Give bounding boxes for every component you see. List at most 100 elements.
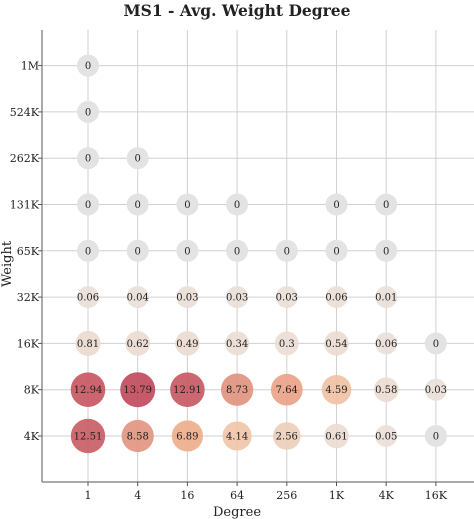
- bubble-value-label: 0.62: [127, 339, 149, 350]
- y-tick-label: 131K: [10, 199, 40, 212]
- bubble: [126, 193, 149, 216]
- bubble-value-label: 0.3: [279, 339, 295, 350]
- x-tick-label: 16K: [425, 489, 448, 502]
- bubble-value-label: 12.51: [74, 432, 103, 443]
- bubble: [375, 425, 398, 447]
- bubble: [121, 419, 154, 453]
- bubble: [375, 239, 398, 262]
- bubble: [373, 377, 399, 403]
- bubble: [275, 239, 298, 262]
- bubble-value-label: 0.61: [325, 432, 347, 443]
- bubble: [176, 193, 199, 216]
- bubble: [126, 286, 149, 309]
- bubble-value-label: 0: [433, 432, 439, 443]
- bubble-value-label: 8.58: [127, 432, 149, 443]
- bubble: [75, 330, 101, 356]
- bubble-value-label: 0: [85, 107, 91, 118]
- x-axis-title: Degree: [213, 505, 261, 519]
- bubble: [220, 373, 254, 406]
- bubble-value-label: 7.64: [276, 385, 298, 396]
- bubble: [324, 423, 349, 449]
- axes: 1 4 16 64 256 1K 4K 16K 4K 8K 16K 32K 65K 131K 262K 524…: [10, 30, 474, 502]
- bubble: [325, 193, 348, 216]
- bubble-value-label: 0.03: [226, 293, 248, 304]
- bubble-value-label: 0.81: [77, 339, 99, 350]
- bubble-value-label: 0: [383, 200, 389, 211]
- bubble-value-label: 0.06: [375, 339, 397, 350]
- bubble: [270, 373, 303, 406]
- bubble: [77, 100, 99, 123]
- bubble-value-label: 0.58: [375, 385, 397, 396]
- y-tick-label: 524K: [10, 106, 40, 119]
- y-tick-label: 8K: [24, 384, 40, 397]
- bubble-value-label: 0: [85, 246, 91, 257]
- bubble: [325, 239, 348, 262]
- bubble: [424, 332, 447, 355]
- bubble-value-label: 0.05: [375, 432, 397, 443]
- bubble: [77, 193, 99, 216]
- bubble-value-label: 0.34: [226, 339, 248, 350]
- bubble: [325, 286, 348, 309]
- bubble: [170, 372, 205, 407]
- bubbles: 0 0 0 0 0 0 0 0 0 0 0 0 0 0 0 0 0 0.06 0.04 0.03 0.03 0.03 0.0…: [70, 54, 447, 454]
- bubble: [77, 54, 99, 77]
- bubble-value-label: 12.91: [173, 385, 202, 396]
- bubble-value-label: 0: [433, 339, 439, 350]
- bubble-value-label: 0: [135, 200, 141, 211]
- y-tick-label: 1M: [21, 60, 39, 73]
- bubble-value-label: 0: [85, 61, 91, 72]
- bubble-value-label: 0: [135, 154, 141, 165]
- bubble: [226, 193, 249, 216]
- bubble-value-label: 0.49: [176, 339, 198, 350]
- x-tick-label: 1K: [329, 489, 345, 502]
- x-tick-label: 4: [134, 489, 141, 502]
- bubble-value-label: 0: [135, 246, 141, 257]
- bubble-value-label: 0: [234, 200, 240, 211]
- bubble: [226, 239, 249, 262]
- bubble: [424, 425, 447, 447]
- bubble-value-label: 0: [85, 200, 91, 211]
- bubble: [70, 418, 106, 454]
- bubble: [375, 332, 398, 355]
- y-tick-label: 65K: [17, 245, 40, 258]
- bubble-value-label: 4.14: [226, 432, 248, 443]
- x-tick-label: 256: [276, 489, 297, 502]
- bubble: [176, 286, 199, 309]
- bubble-value-label: 13.79: [123, 385, 152, 396]
- x-tick-label: 64: [230, 489, 244, 502]
- bubble: [125, 331, 151, 356]
- bubble-value-label: 0: [333, 200, 339, 211]
- bubble: [375, 286, 398, 309]
- bubble: [175, 331, 200, 356]
- bubble: [424, 378, 447, 401]
- bubble: [272, 422, 301, 450]
- bubble: [126, 239, 149, 262]
- y-tick-label: 32K: [17, 291, 40, 304]
- bubble: [77, 147, 99, 170]
- bubble-value-label: 12.94: [74, 385, 103, 396]
- bubble: [222, 421, 252, 451]
- y-axis-title: Weight: [0, 240, 15, 287]
- bubble: [321, 374, 352, 405]
- y-tick-label: 16K: [17, 337, 40, 350]
- bubble: [77, 286, 99, 309]
- bubble-value-label: 0: [383, 246, 389, 257]
- bubble-value-label: 6.89: [176, 432, 198, 443]
- x-tick-label: 4K: [379, 489, 395, 502]
- bubble-value-label: 0.06: [325, 293, 347, 304]
- bubble-value-label: 0.54: [325, 339, 347, 350]
- bubble-value-label: 0.04: [127, 293, 149, 304]
- bubble: [176, 239, 199, 262]
- bubble-value-label: 0.03: [276, 293, 298, 304]
- bubble-value-label: 0: [184, 246, 190, 257]
- bubble-value-label: 8.73: [226, 385, 248, 396]
- y-tick-label: 262K: [10, 152, 40, 165]
- bubble: [324, 331, 349, 356]
- bubble: [120, 372, 156, 408]
- bubble-value-label: 0.06: [77, 293, 99, 304]
- bubble: [126, 147, 149, 170]
- bubble: [171, 420, 203, 452]
- bubble-value-label: 0: [234, 246, 240, 257]
- y-tick-label: 4K: [24, 430, 40, 443]
- bubble: [70, 372, 106, 407]
